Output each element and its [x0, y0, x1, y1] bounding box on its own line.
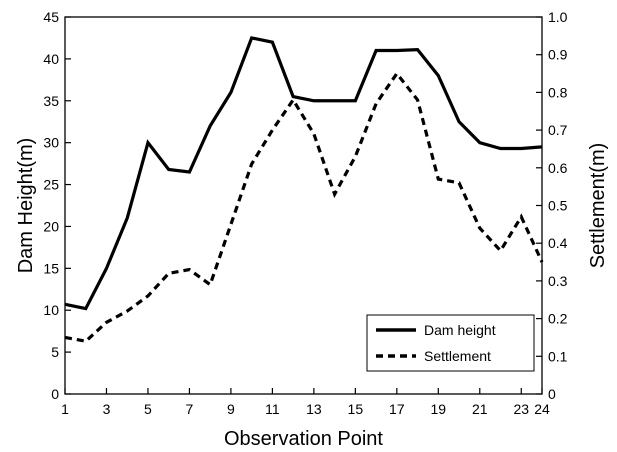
x-tick-label: 9 [227, 401, 235, 417]
x-axis-title: Observation Point [224, 428, 383, 450]
x-tick-label: 23 [513, 401, 529, 417]
series-layer [64, 36, 544, 343]
x-tick-label: 15 [348, 401, 364, 417]
legend-box [366, 314, 535, 372]
right-tick-label: 0.2 [548, 311, 568, 327]
x-tick-label: 11 [265, 401, 280, 417]
left-tick-label: 25 [43, 177, 59, 193]
left-axis-title: Dam Height(m) [15, 138, 37, 274]
left-tick-label: 5 [51, 344, 59, 360]
right-tick-label: 1.0 [548, 9, 568, 25]
legend-label-settlement: Settlement [424, 348, 491, 364]
left-tick-label: 20 [43, 218, 59, 234]
x-tick-label: 21 [472, 401, 488, 417]
right-tick-label: 0.7 [548, 122, 568, 138]
series-line-settlement [64, 70, 544, 343]
right-tick-label: 0.5 [548, 198, 568, 214]
right-tick-label: 0.3 [548, 273, 568, 289]
left-tick-label: 10 [43, 302, 59, 318]
right-axis-ticks: 0 0.1 0.2 0.3 0.4 0.5 0.6 0.7 0.8 0.9 1.0 [536, 9, 568, 402]
series-line-dam-height [64, 36, 543, 311]
x-tick-label: 5 [144, 401, 152, 417]
left-tick-label: 0 [51, 386, 59, 402]
right-tick-label: 0.9 [548, 47, 568, 63]
plot-frame [64, 16, 543, 395]
right-tick-label: 0.4 [548, 235, 568, 251]
right-tick-label: 0.1 [548, 348, 568, 364]
legend-label-dam-height: Dam height [424, 322, 496, 338]
x-tick-label: 24 [534, 401, 550, 417]
legend: Dam height Settlement [366, 314, 535, 372]
right-tick-label: 0.8 [548, 84, 568, 100]
x-tick-label: 19 [431, 401, 447, 417]
x-tick-label: 1 [61, 401, 69, 417]
x-tick-label: 17 [389, 401, 405, 417]
left-tick-label: 35 [43, 93, 59, 109]
left-axis-ticks: 0 5 10 15 20 25 30 35 40 45 [43, 9, 71, 402]
right-axis-title: Settlement(m) [587, 143, 609, 269]
left-tick-label: 45 [43, 9, 59, 25]
left-tick-label: 30 [43, 135, 59, 151]
left-tick-label: 15 [43, 260, 59, 276]
x-axis-ticks: 1 3 5 7 9 11 13 15 17 19 21 23 24 [61, 388, 550, 417]
right-tick-label: 0 [548, 386, 556, 402]
x-tick-label: 3 [103, 401, 111, 417]
right-tick-label: 0.6 [548, 160, 568, 176]
x-tick-label: 7 [186, 401, 194, 417]
left-tick-label: 40 [43, 51, 59, 67]
x-tick-label: 13 [306, 401, 322, 417]
